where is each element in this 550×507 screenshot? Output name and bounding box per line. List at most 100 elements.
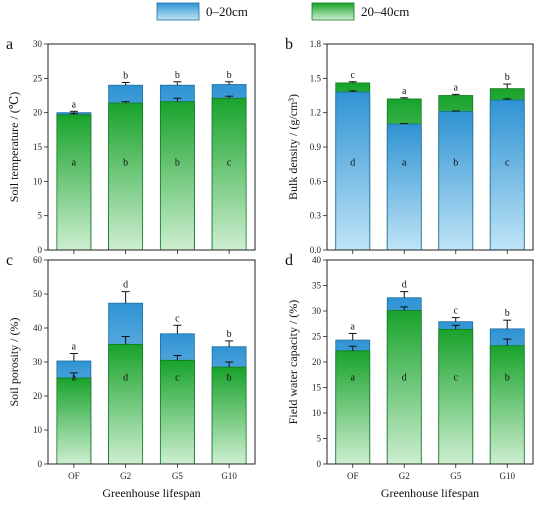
y-tick-label: 0	[38, 245, 43, 255]
y-axis-title: Bulk density / (g/cm³)	[286, 94, 300, 200]
legend-swatch-20-40cm	[311, 2, 355, 21]
significance-letter: c	[454, 372, 459, 383]
y-tick-label: 5	[38, 211, 43, 221]
bar-0-20cm	[386, 123, 422, 251]
x-axis-title: Greenhouse lifespan	[381, 486, 479, 500]
y-tick-label: 25	[33, 73, 43, 83]
significance-letter: d	[402, 372, 407, 383]
significance-letter: d	[350, 158, 355, 169]
x-tick-label: OF	[347, 471, 359, 481]
significance-letter: b	[175, 70, 180, 81]
y-tick-label: 0	[317, 459, 322, 469]
significance-letter: b	[175, 158, 180, 169]
y-tick-label: 1.5	[310, 73, 322, 83]
bar-20-40cm	[211, 366, 247, 465]
significance-letter: a	[72, 342, 77, 353]
panel-letter: d	[285, 252, 293, 269]
y-tick-label: 20	[312, 357, 322, 367]
significance-letter: a	[72, 158, 77, 169]
significance-letter: b	[123, 158, 128, 169]
plot-frame	[326, 259, 534, 465]
y-axis-title: Field water capacity / (%)	[286, 300, 300, 425]
y-tick-label: 15	[312, 383, 322, 393]
legend-label-20-40cm: 20–40cm	[361, 4, 409, 19]
legend-swatch-0-20cm	[156, 2, 200, 21]
panels: 0 5 10 15 20 25 30 a a b b b b b c Soil temperature / (…	[6, 36, 534, 500]
y-tick-label: 30	[33, 357, 43, 367]
y-tick-label: 30	[312, 306, 322, 316]
significance-letter: b	[123, 70, 128, 81]
significance-letter: a	[72, 99, 77, 110]
y-tick-label: 15	[33, 142, 43, 152]
x-tick-label: G2	[399, 471, 410, 481]
x-axis-title: Greenhouse lifespan	[102, 486, 200, 500]
significance-letter: a	[454, 82, 459, 93]
significance-letter: c	[227, 158, 232, 169]
significance-letter: a	[72, 372, 77, 383]
y-tick-label: 25	[312, 332, 322, 342]
y-tick-label: 40	[33, 323, 43, 333]
y-tick-label: 40	[312, 255, 322, 265]
plot-frame	[326, 43, 534, 251]
y-tick-label: 0.9	[310, 142, 322, 152]
y-tick-label: 0.0	[310, 245, 322, 255]
y-tick-label: 0.6	[310, 176, 322, 186]
bar-20-40cm	[159, 359, 195, 465]
chart-panel-d: 0 5 10 15 20 25 30 35 40 a a OF d d G2 c c G5 b b G10 Field w…	[285, 252, 534, 500]
y-axis-title: Soil porosity / (%)	[7, 317, 21, 406]
x-tick-label: OF	[68, 471, 80, 481]
x-tick-label: G2	[120, 471, 131, 481]
panel-letter: c	[6, 252, 13, 269]
significance-letter: a	[351, 321, 356, 332]
significance-letter: c	[351, 70, 356, 81]
chart-panel-a: 0 5 10 15 20 25 30 a a b b b b b c Soil temperature / (…	[6, 36, 256, 255]
y-tick-label: 50	[33, 289, 43, 299]
bar-0-20cm	[335, 91, 371, 251]
legend: 0–20cm 20–40cm	[156, 2, 409, 21]
bar-20-40cm	[211, 97, 247, 251]
bar-20-40cm	[159, 101, 195, 251]
y-tick-label: 35	[312, 281, 322, 291]
significance-letter: b	[505, 308, 510, 319]
x-tick-label: G10	[500, 471, 516, 481]
bar-20-40cm	[438, 328, 474, 465]
plot-frame	[47, 43, 256, 251]
significance-letter: c	[175, 372, 180, 383]
significance-letter: b	[227, 329, 232, 340]
chart-panel-b: 0.0 0.3 0.6 0.9 1.2 1.5 1.8 c d a a a b b c Bulk densit…	[285, 36, 534, 255]
significance-letter: b	[453, 158, 458, 169]
y-tick-label: 1.8	[310, 39, 322, 49]
y-tick-label: 30	[33, 39, 43, 49]
significance-letter: b	[227, 372, 232, 383]
y-tick-label: 5	[317, 434, 322, 444]
significance-letter: d	[402, 280, 407, 291]
bar-0-20cm	[489, 99, 525, 251]
x-tick-label: G5	[450, 471, 461, 481]
legend-label-0-20cm: 0–20cm	[206, 4, 248, 19]
bar-20-40cm	[335, 350, 371, 465]
y-tick-label: 60	[33, 255, 43, 265]
bar-20-40cm	[108, 102, 144, 251]
y-tick-label: 10	[33, 176, 43, 186]
y-tick-label: 1.2	[310, 108, 321, 118]
y-tick-label: 10	[33, 425, 43, 435]
significance-letter: b	[505, 372, 510, 383]
panel-letter: a	[6, 36, 13, 53]
significance-letter: b	[227, 70, 232, 81]
significance-letter: a	[402, 86, 407, 97]
bar-0-20cm	[438, 111, 474, 251]
y-tick-label: 10	[312, 408, 322, 418]
y-tick-label: 20	[33, 391, 43, 401]
y-tick-label: 0	[38, 459, 43, 469]
panel-letter: b	[285, 36, 293, 53]
bar-20-40cm	[489, 345, 525, 465]
bar-20-40cm	[56, 377, 92, 465]
chart-panel-c: 0 10 20 30 40 50 60 a a OF d d G2 c c G5 b b G10 Soil poros…	[6, 252, 256, 500]
bar-20-40cm	[56, 114, 92, 251]
x-tick-label: G5	[172, 471, 183, 481]
significance-letter: c	[175, 313, 180, 324]
significance-letter: a	[351, 372, 356, 383]
significance-letter: c	[505, 158, 510, 169]
x-tick-label: G10	[221, 471, 237, 481]
